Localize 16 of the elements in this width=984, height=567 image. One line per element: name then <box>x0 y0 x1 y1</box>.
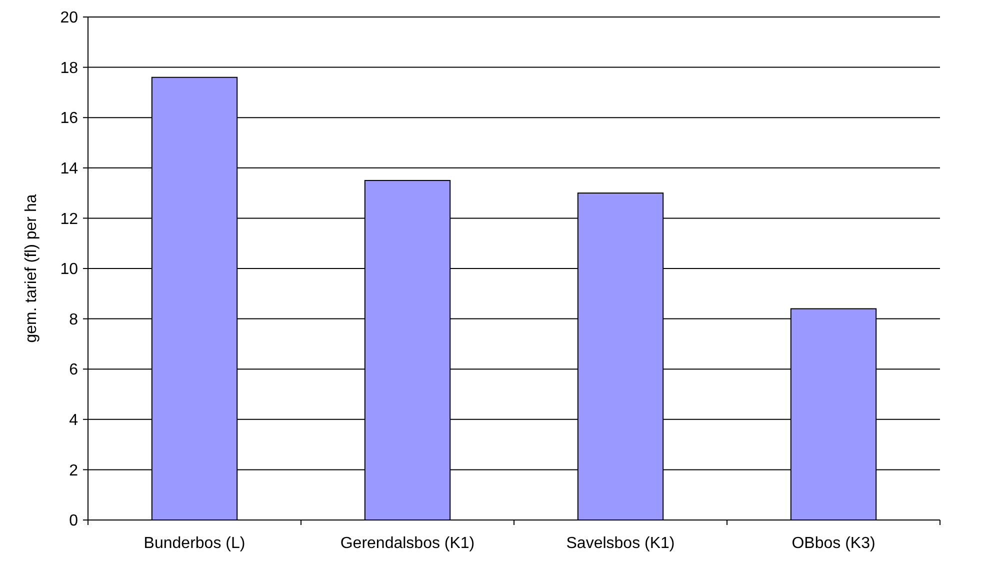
x-tick-label: OBbos (K3) <box>792 535 876 552</box>
y-tick-label: 18 <box>60 60 78 77</box>
x-tick-label: Bunderbos (L) <box>144 535 246 552</box>
y-tick-label: 10 <box>60 261 78 278</box>
y-tick-label: 16 <box>60 110 78 128</box>
y-tick-label: 20 <box>60 10 78 27</box>
y-tick-label: 2 <box>69 462 78 480</box>
y-tick-label: 8 <box>69 311 78 328</box>
y-tick-label: 6 <box>69 362 78 379</box>
y-tick-label: 14 <box>60 160 78 178</box>
y-tick-label: 0 <box>69 512 78 530</box>
y-tick-label: 12 <box>60 210 78 228</box>
x-tick-label: Savelsbos (K1) <box>566 535 675 552</box>
y-tick-label: 4 <box>69 412 78 429</box>
x-tick-label: Gerendalsbos (K1) <box>340 535 475 552</box>
y-axis-title: gem. tarief (fl) per ha <box>23 194 40 343</box>
